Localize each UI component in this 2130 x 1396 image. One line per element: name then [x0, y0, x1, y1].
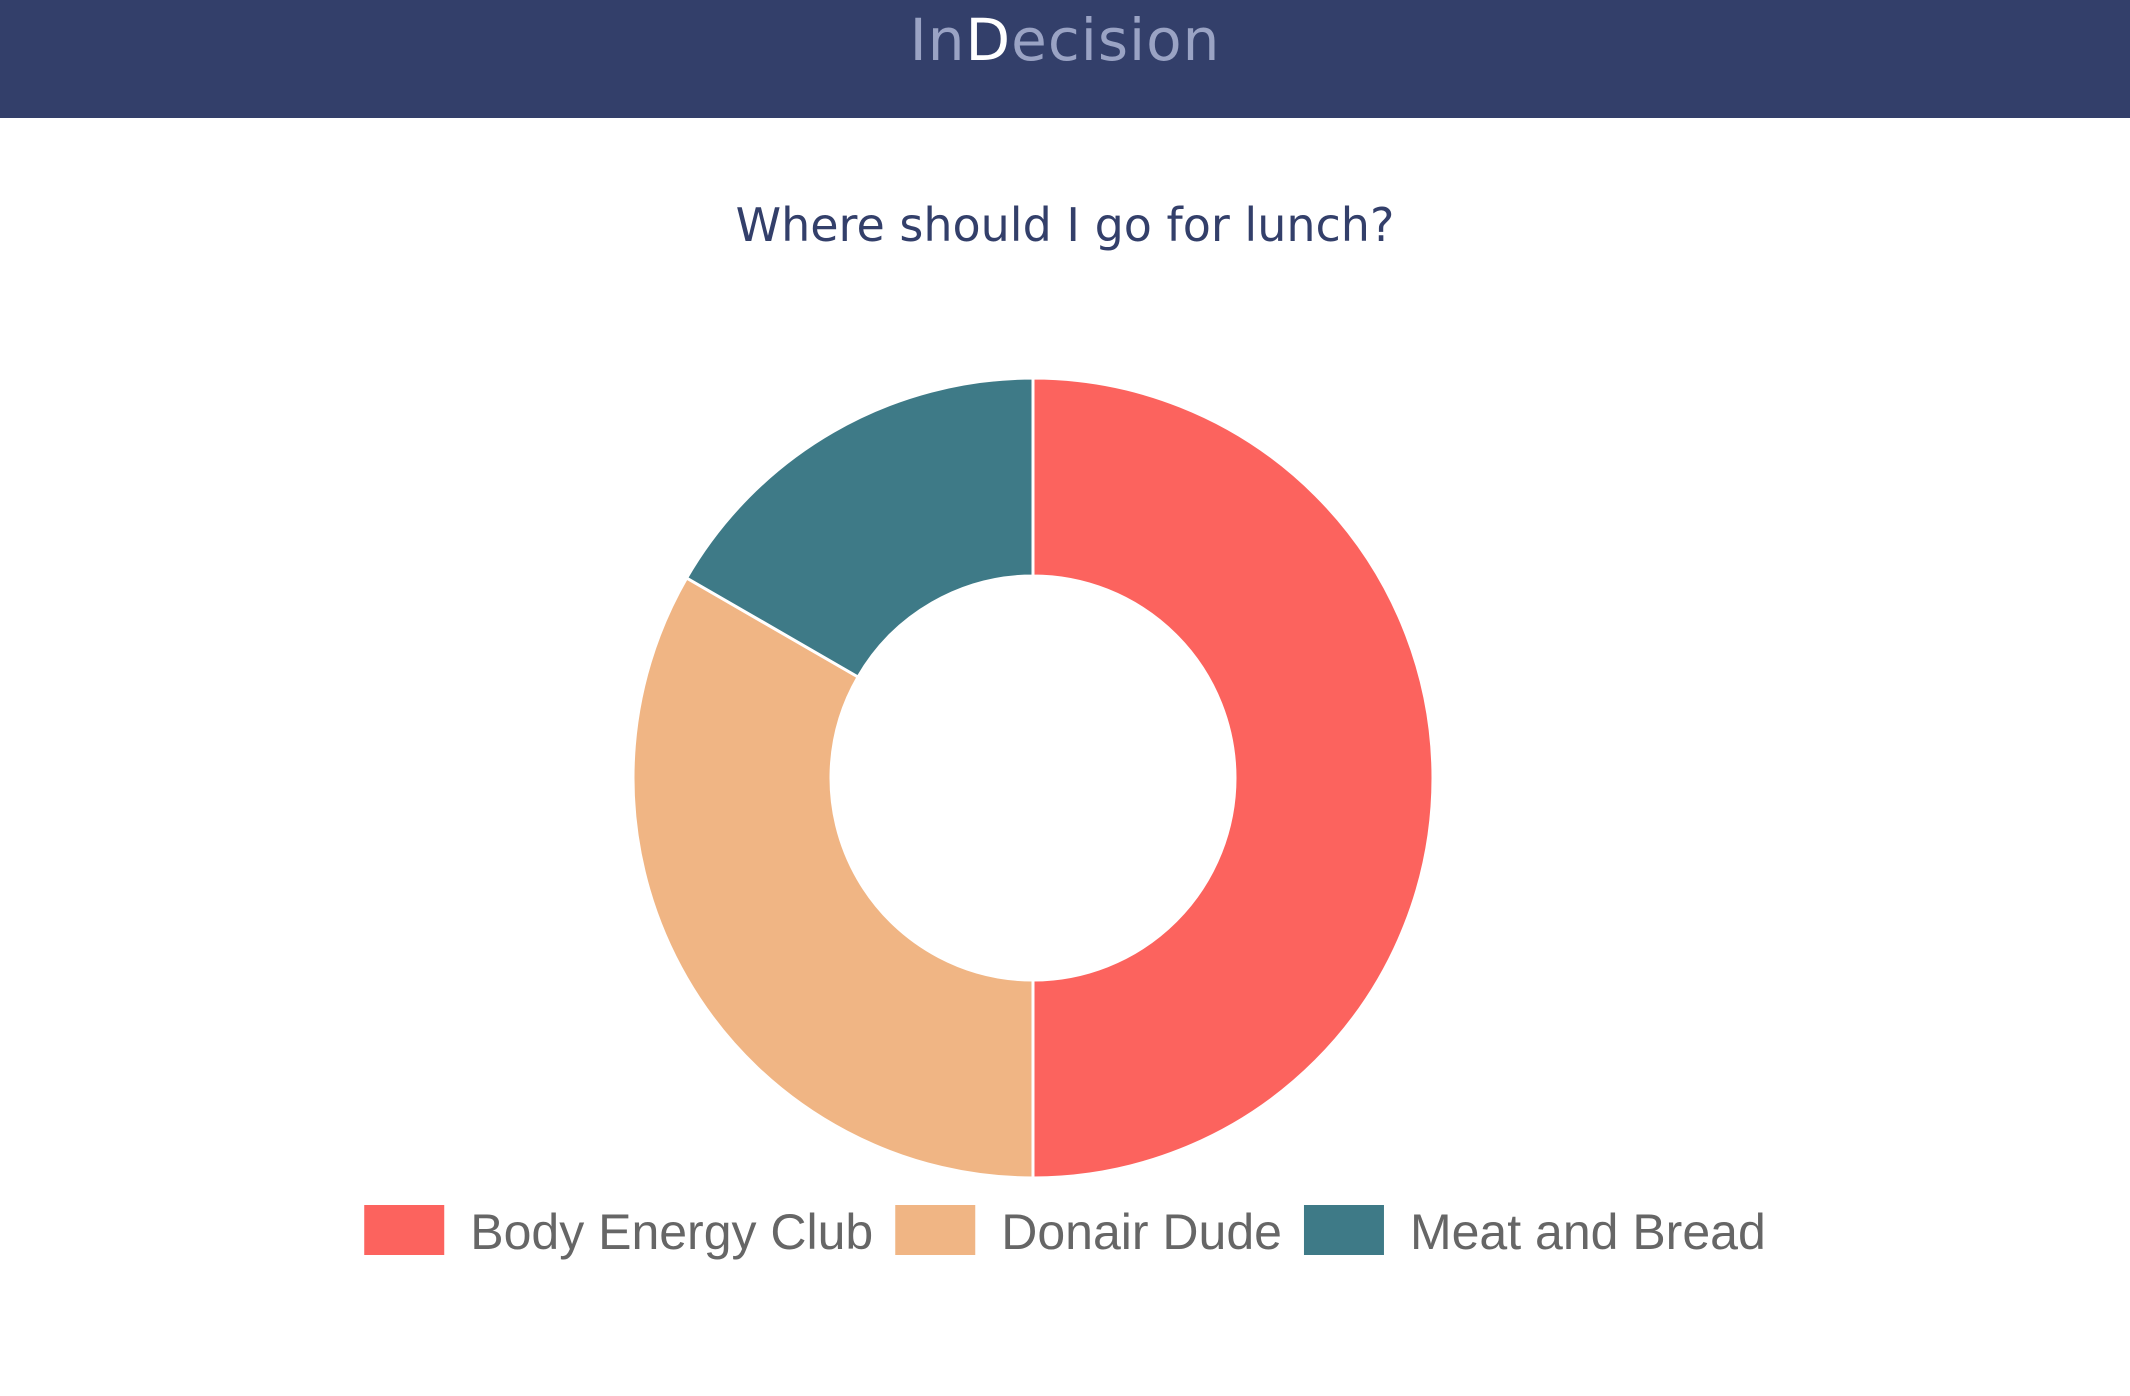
slice-donair-dude[interactable]: [631, 575, 1035, 1180]
chart-slices: [631, 376, 1435, 1180]
logo-suffix: ecision: [1011, 6, 1221, 74]
logo-highlight: D: [965, 6, 1012, 74]
legend-item-meat-and-bread[interactable]: Meat and Bread: [1303, 1204, 1766, 1260]
legend-item-donair-dude[interactable]: Donair Dude: [895, 1204, 1282, 1260]
legend-label: Donair Dude: [1001, 1204, 1282, 1260]
legend-swatch: [364, 1205, 445, 1255]
legend-label: Meat and Bread: [1410, 1204, 1766, 1260]
chart-legend: Body Energy Club Donair Dude Meat and Brea…: [364, 1204, 1766, 1260]
legend-swatch: [895, 1205, 976, 1255]
legend-item-body-energy-club[interactable]: Body Energy Club: [364, 1204, 873, 1260]
legend-label: Body Energy Club: [470, 1204, 873, 1260]
app-header: [0, 0, 2130, 118]
logo-prefix: In: [909, 6, 966, 74]
page-title: Where should I go for lunch?: [735, 198, 1395, 252]
app-logo: InDecision: [0, 0, 2130, 80]
slice-meat-and-bread[interactable]: [684, 376, 1035, 680]
slice-body-energy-club[interactable]: [1031, 376, 1435, 1180]
legend-swatch: [1303, 1205, 1384, 1255]
